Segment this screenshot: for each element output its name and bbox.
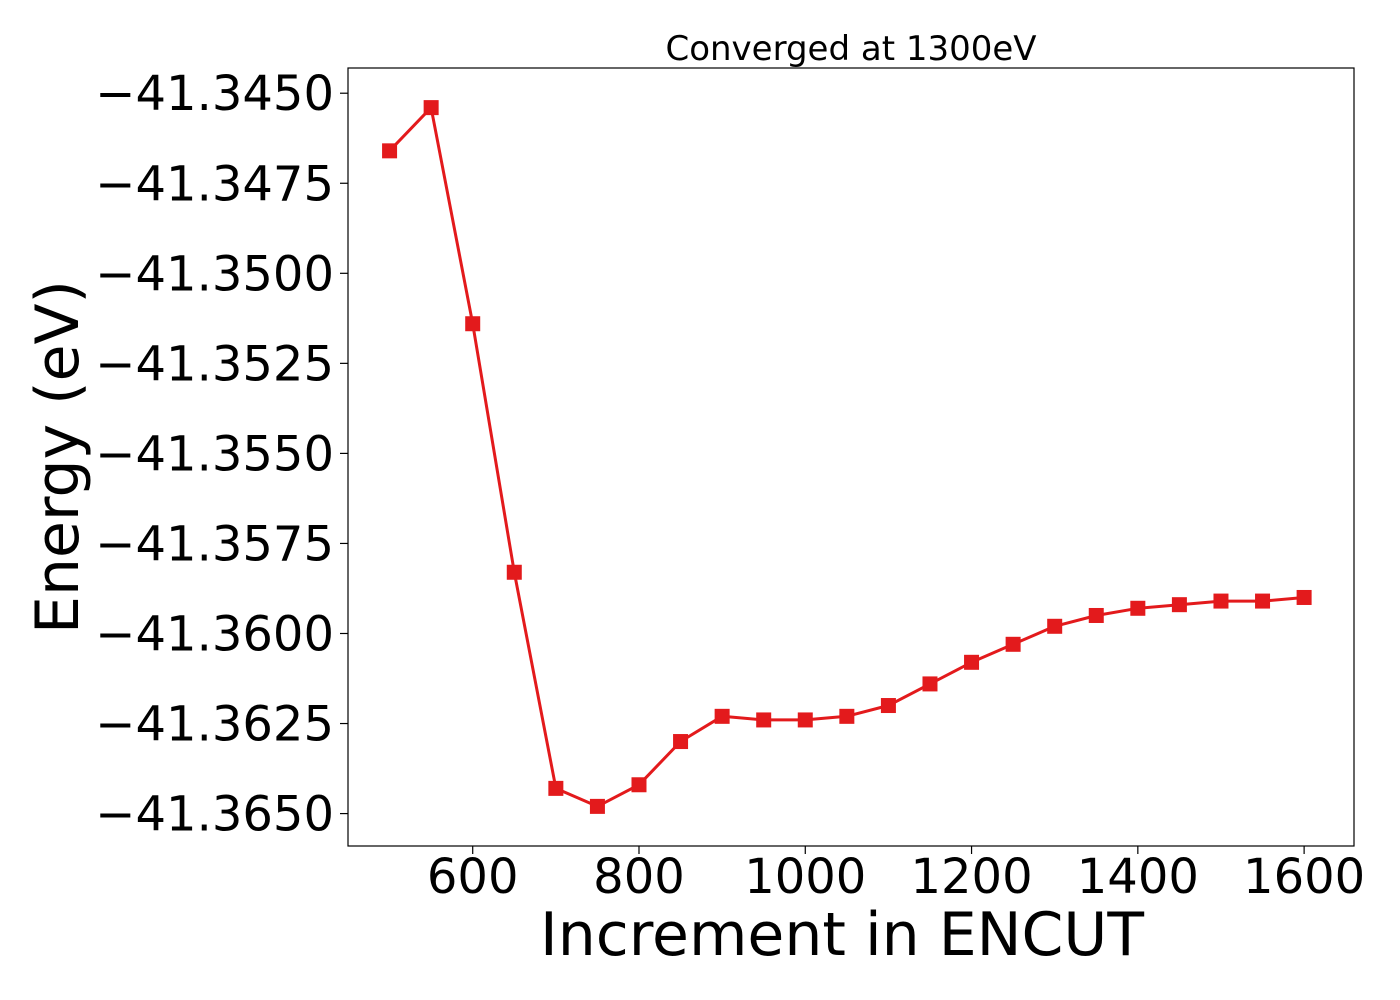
x-tick-label: 1000 (744, 849, 866, 905)
data-point (465, 316, 481, 332)
data-point (1213, 593, 1229, 609)
plot-area (347, 67, 1355, 847)
series-line (388, 106, 1305, 808)
x-tick-label: 1600 (1243, 849, 1365, 905)
x-tick-label: 1400 (1077, 849, 1199, 905)
chart-title: Converged at 1300eV (665, 29, 1036, 69)
data-point (880, 698, 896, 714)
data-point (423, 100, 439, 116)
y-tick-label: −41.3625 (95, 697, 334, 753)
x-axis-title: Increment in ENCUT (540, 900, 1144, 970)
data-point (506, 564, 522, 580)
x-tick-label: 1200 (910, 849, 1032, 905)
data-point (922, 676, 938, 692)
data-point (797, 712, 813, 728)
data-point (714, 708, 730, 724)
data-point (382, 143, 398, 159)
data-point (964, 654, 980, 670)
y-tick-label: −41.3575 (95, 516, 334, 572)
y-axis: −41.3450 −41.3475 −41.3500 −41.3525 −41.3550… (95, 66, 348, 843)
y-tick-label: −41.3650 (95, 787, 334, 843)
y-tick-label: −41.3525 (95, 336, 334, 392)
y-tick-label: −41.3600 (95, 606, 334, 662)
data-point (756, 712, 772, 728)
data-point (839, 708, 855, 724)
y-tick-label: −41.3550 (95, 426, 334, 482)
data-point (673, 734, 689, 750)
data-point (1296, 589, 1312, 605)
data-point (1171, 597, 1187, 613)
y-tick-label: −41.3450 (95, 66, 334, 122)
x-tick-label: 600 (427, 849, 519, 905)
y-tick-label: −41.3475 (95, 156, 334, 212)
data-point (1255, 593, 1271, 609)
data-point (1130, 600, 1146, 616)
data-point (631, 777, 647, 793)
y-axis-title: Energy (eV) (23, 280, 93, 634)
series-layer (382, 100, 1312, 814)
y-tick-label: −41.3500 (95, 246, 334, 302)
data-point (548, 780, 564, 796)
data-point (1088, 607, 1104, 623)
data-point (1047, 618, 1063, 634)
x-tick-label: 800 (593, 849, 685, 905)
data-point (1005, 636, 1021, 652)
x-axis: 600 800 1000 1200 1400 1600 (427, 846, 1365, 905)
data-point (589, 798, 605, 814)
